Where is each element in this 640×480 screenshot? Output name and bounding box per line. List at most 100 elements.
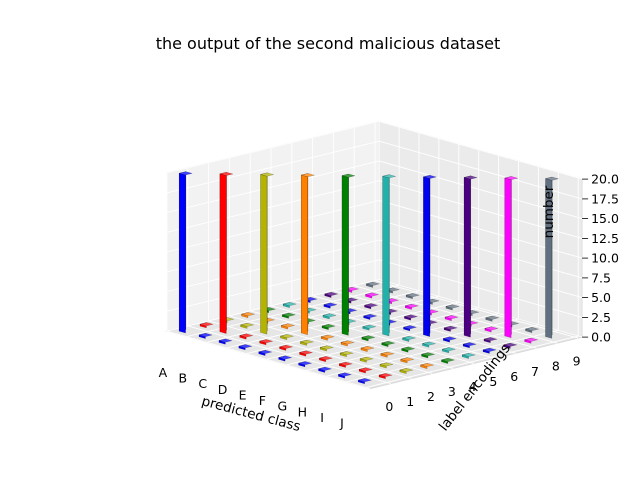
bar-A-9	[365, 281, 381, 288]
bar-D-1	[258, 339, 274, 346]
x-tick-label: B	[179, 371, 188, 386]
bar-I-4	[420, 352, 436, 359]
y-tick-label: 2	[427, 389, 435, 404]
grid-line-z	[166, 279, 583, 338]
bar-I-9	[524, 327, 540, 333]
x-tick-label: A	[159, 365, 168, 380]
z-tick-label: 2.5	[591, 310, 611, 325]
bar-D-0	[238, 344, 253, 351]
bar-I-2	[379, 362, 394, 369]
z-axis-label: number	[541, 185, 557, 238]
bar-J-3	[419, 363, 435, 369]
bar-J-9	[544, 176, 560, 339]
x-tick-label: E	[239, 387, 247, 402]
bar-D-8	[404, 303, 420, 310]
grid-line-z	[166, 259, 583, 318]
bar-J-7	[503, 342, 518, 349]
bar-G-3	[360, 346, 375, 352]
x-tick-label: H	[298, 404, 307, 419]
bar-A-5	[282, 302, 297, 308]
bar-F-4	[361, 335, 376, 342]
bar-D-4	[321, 324, 336, 330]
bar-E-0	[258, 349, 273, 356]
z-tick-label: 5.0	[591, 290, 611, 305]
bar-G-9	[485, 315, 500, 322]
bar-B-8	[364, 292, 380, 299]
z-tick-label: 10.0	[591, 251, 619, 266]
z-tick-label: 20.0	[591, 172, 619, 187]
bar-C-0	[218, 338, 233, 345]
x-tick-label: I	[320, 410, 324, 425]
bars	[178, 171, 560, 385]
bar-I-1	[358, 367, 373, 374]
bar-F-6	[402, 325, 418, 332]
bar-G-7	[443, 325, 458, 332]
bar-G-6	[422, 174, 438, 337]
y-tick-label: 9	[573, 354, 581, 369]
z-tick-label: 7.5	[591, 270, 611, 285]
grid-line-z	[166, 121, 583, 180]
y-tick-label: 0	[385, 399, 393, 414]
y-tick-label: 7	[531, 364, 539, 379]
z-tick-label: 0.0	[591, 330, 611, 345]
bar-H-1	[338, 361, 354, 368]
bar-J-4	[440, 357, 456, 364]
bar-B-1	[219, 171, 234, 334]
y-tick-label: 4	[469, 379, 477, 394]
bar-G-5	[401, 335, 417, 342]
bar-G-1	[318, 356, 334, 363]
bar-A-3	[240, 312, 256, 319]
bar-I-8	[504, 176, 519, 339]
bar-E-5	[362, 324, 377, 331]
bar-E-1	[278, 344, 294, 351]
grid-line-z	[166, 160, 583, 220]
bar-G-4	[381, 341, 396, 347]
grid-line-z	[166, 219, 583, 279]
bar-E-9	[445, 304, 460, 311]
bar-E-4	[341, 173, 356, 336]
bar-F-5	[381, 174, 397, 337]
bar-A-0	[178, 171, 193, 334]
bar-C-1	[239, 333, 254, 340]
bar-C-2	[259, 172, 275, 335]
bar-J-0	[357, 378, 373, 385]
bar-I-3	[400, 357, 415, 364]
bar-A-1	[199, 322, 214, 329]
bar-J-1	[378, 373, 393, 380]
grid-line-z	[166, 239, 583, 299]
grid-lines	[166, 121, 583, 390]
bar-H-0	[317, 366, 333, 373]
y-tick-label: 1	[406, 394, 414, 409]
bar-H-6	[442, 336, 458, 343]
bar-C-9	[405, 293, 420, 300]
x-tick-label: J	[339, 416, 344, 431]
bar-B-2	[239, 322, 255, 329]
bar-F-8	[444, 315, 459, 322]
bar-D-2	[279, 334, 295, 341]
bar-C-3	[280, 323, 296, 330]
bar-H-4	[400, 346, 416, 353]
bar-E-3	[320, 334, 335, 341]
bar-E-2	[299, 339, 315, 346]
bar-F-1	[298, 350, 314, 357]
bar-C-5	[322, 313, 337, 320]
bar-I-6	[462, 342, 477, 349]
y-tick-label: 5	[489, 374, 497, 389]
bar-G-2	[339, 351, 354, 358]
bar-H-5	[421, 341, 437, 348]
z-tick-label: 15.0	[591, 211, 619, 226]
bar-I-7	[483, 337, 498, 344]
bar-J-5	[461, 352, 477, 359]
y-tick-label: 6	[510, 369, 518, 384]
bar-B-6	[323, 302, 338, 309]
bar-A-7	[324, 291, 339, 298]
bar-H-2	[359, 356, 374, 363]
x-tick-label: F	[259, 393, 266, 408]
bar-F-3	[340, 340, 355, 347]
bar-G-0	[297, 361, 313, 368]
bar-B-0	[198, 332, 213, 339]
bar-J-6	[482, 347, 497, 354]
grid-line-z	[166, 200, 583, 259]
bar-H-8	[484, 326, 499, 333]
chart-title: the output of the second malicious datas…	[156, 34, 501, 53]
